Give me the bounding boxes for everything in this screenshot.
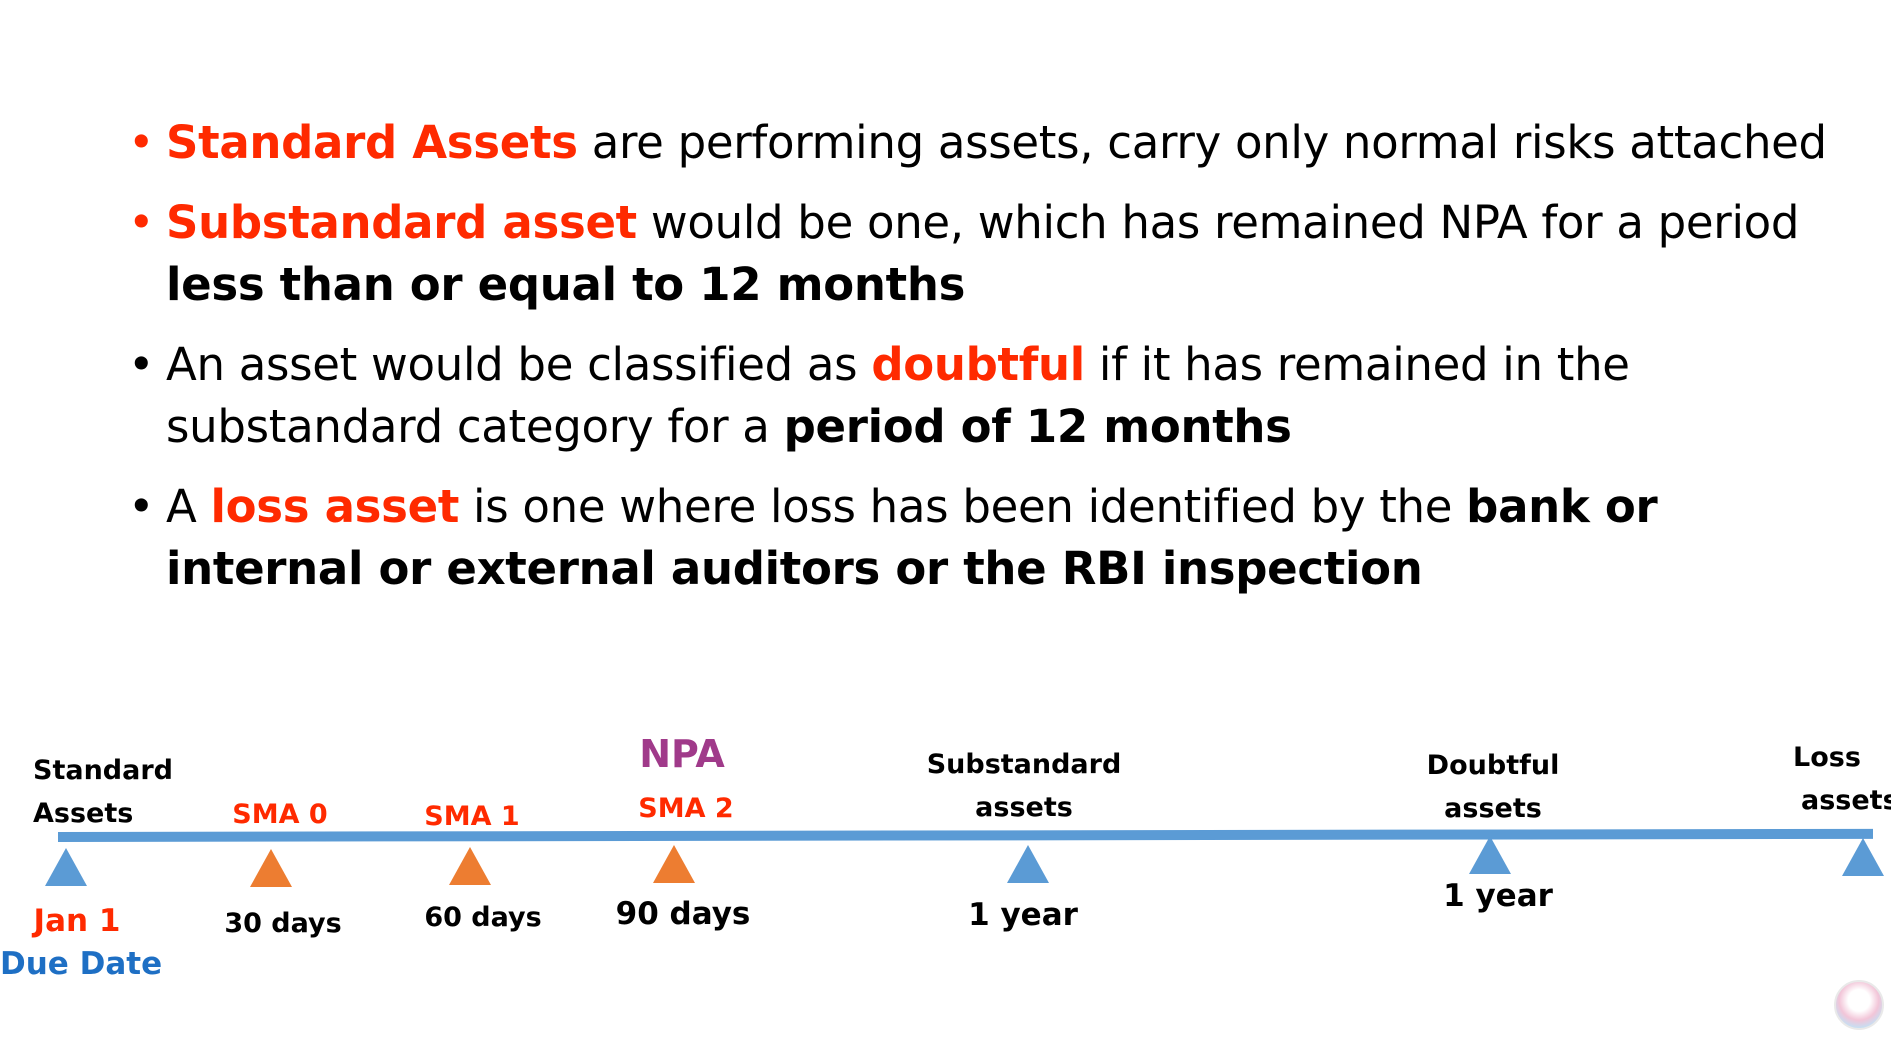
label-90-days: 90 days <box>615 896 751 932</box>
definition-list: Standard Assets are performing assets, c… <box>128 112 1868 618</box>
bullet-text: is one where loss has been identified by… <box>459 480 1467 533</box>
marker-standard <box>45 848 87 886</box>
label-jan1: Jan 1 <box>33 903 121 939</box>
label-line: assets <box>975 792 1073 823</box>
marker-sma1 <box>449 847 491 885</box>
channel-logo <box>1834 980 1884 1030</box>
marker-doubtful <box>1469 836 1511 874</box>
bullet-emphasis: bank or internal or external auditors or… <box>166 480 1658 595</box>
label-sma1: SMA 1 <box>424 801 520 832</box>
label-standard-assets: Standard Assets <box>33 749 173 835</box>
marker-sma2 <box>653 845 695 883</box>
label-line: assets <box>1801 785 1891 816</box>
bullet-loss-asset: A loss asset is one where loss has been … <box>128 476 1868 600</box>
term-substandard-asset: Substandard asset <box>166 196 637 249</box>
term-loss-asset: loss asset <box>210 480 460 533</box>
label-npa: NPA <box>639 732 725 776</box>
label-line: Standard <box>33 755 173 786</box>
label-line: assets <box>1444 793 1542 824</box>
label-line: Assets <box>33 798 134 829</box>
term-standard-assets: Standard Assets <box>166 116 578 169</box>
bullet-standard-assets: Standard Assets are performing assets, c… <box>128 112 1868 174</box>
label-loss-assets: Loss assets <box>1793 736 1891 822</box>
label-sma2: SMA 2 <box>638 793 734 824</box>
term-doubtful: doubtful <box>871 338 1085 391</box>
label-sma0: SMA 0 <box>232 799 328 830</box>
bullet-doubtful: An asset would be classified as doubtful… <box>128 334 1868 458</box>
bullet-text: An asset would be classified as <box>166 338 872 391</box>
bullet-substandard-asset: Substandard asset would be one, which ha… <box>128 192 1868 316</box>
bullet-text: A <box>166 480 211 533</box>
label-30-days: 30 days <box>224 908 342 939</box>
label-line: Substandard <box>926 749 1122 780</box>
marker-loss <box>1842 838 1884 876</box>
label-1-year-doubtful: 1 year <box>1443 878 1553 914</box>
timeline-axis <box>57 828 1874 842</box>
label-1-year-substandard: 1 year <box>968 897 1078 933</box>
label-line: Doubtful <box>1426 750 1560 781</box>
bullet-text: if it has remained in the substandard ca… <box>166 338 1630 453</box>
bullet-text: are performing assets, carry only normal… <box>577 116 1827 169</box>
label-due-date: Due Date <box>0 946 163 982</box>
label-60-days: 60 days <box>424 902 542 933</box>
label-substandard-assets: Substandard assets <box>927 743 1122 829</box>
bullet-text: would be one, which has remained NPA for… <box>636 196 1800 249</box>
bullet-emphasis: period of 12 months <box>783 400 1292 453</box>
bullet-emphasis: less than or equal to 12 months <box>166 258 966 311</box>
marker-sma0 <box>250 849 292 887</box>
label-doubtful-assets: Doubtful assets <box>1427 744 1560 830</box>
label-line: Loss <box>1793 742 1861 773</box>
marker-substandard <box>1007 845 1049 883</box>
